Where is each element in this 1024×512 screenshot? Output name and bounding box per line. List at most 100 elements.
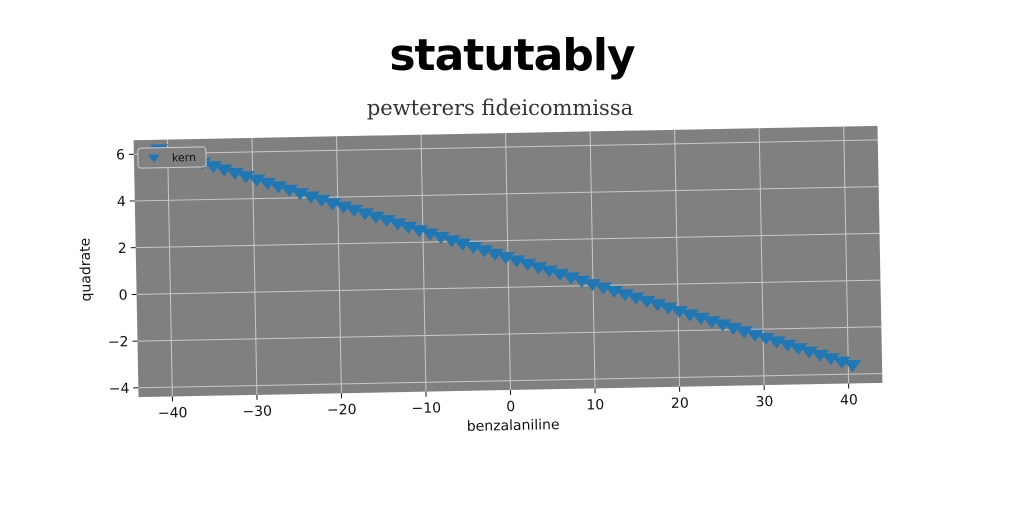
data-point bbox=[735, 326, 754, 339]
data-point bbox=[518, 258, 537, 271]
data-point bbox=[637, 295, 656, 308]
data-point bbox=[615, 289, 634, 302]
legend-box bbox=[137, 146, 207, 169]
data-point bbox=[453, 238, 472, 251]
y-grid-line bbox=[134, 186, 879, 202]
data-point bbox=[355, 208, 374, 221]
data-point bbox=[756, 332, 775, 346]
x-tick-label: −40 bbox=[158, 405, 188, 422]
x-grid-line bbox=[589, 131, 596, 389]
data-point bbox=[247, 174, 266, 187]
x-tick-label: 10 bbox=[586, 397, 604, 413]
data-point bbox=[410, 225, 429, 238]
data-point bbox=[388, 218, 407, 231]
y-tick-label: −4 bbox=[109, 381, 130, 397]
data-point bbox=[280, 184, 299, 197]
y-tick-label: 4 bbox=[117, 194, 126, 210]
data-point bbox=[789, 343, 808, 356]
data-point bbox=[561, 272, 580, 285]
data-point bbox=[767, 336, 786, 349]
x-axis-ticks: −40 −30 −20 −10 0 10 20 30 40 bbox=[158, 383, 858, 422]
data-point bbox=[702, 316, 721, 329]
x-grid-line bbox=[674, 129, 681, 387]
x-tick-label: 20 bbox=[671, 396, 689, 412]
data-point bbox=[659, 302, 678, 315]
data-point bbox=[724, 322, 743, 335]
data-point bbox=[496, 252, 515, 265]
y-tick-label: 6 bbox=[116, 147, 125, 163]
data-point bbox=[800, 346, 819, 359]
data-point bbox=[215, 164, 234, 177]
y-grid-line bbox=[137, 326, 882, 342]
data-point bbox=[832, 356, 851, 369]
chart-subtitle: pewterers fideicommissa bbox=[366, 96, 634, 120]
x-grid-line bbox=[843, 126, 850, 384]
data-point bbox=[475, 245, 494, 258]
data-point bbox=[225, 167, 244, 180]
grid-lines bbox=[133, 126, 883, 397]
data-point bbox=[236, 171, 255, 184]
y-grid-line bbox=[138, 373, 883, 389]
data-point bbox=[843, 359, 862, 373]
y-axis-ticks: −4 −2 0 2 4 6 bbox=[108, 147, 139, 397]
data-point bbox=[269, 181, 288, 194]
data-point bbox=[670, 305, 689, 319]
chart-title: statutably bbox=[389, 30, 635, 81]
y-tick-label: 0 bbox=[119, 288, 128, 304]
data-point bbox=[745, 329, 764, 342]
x-grid-line bbox=[758, 128, 765, 386]
data-point bbox=[572, 275, 591, 288]
data-point bbox=[464, 241, 483, 255]
x-grid-line bbox=[166, 139, 173, 397]
y-axis-label: quadrate bbox=[77, 238, 94, 302]
x-grid-line bbox=[420, 134, 427, 392]
data-point bbox=[485, 248, 504, 261]
data-point bbox=[648, 299, 667, 312]
x-tick-label: −30 bbox=[242, 404, 272, 421]
legend-marker-triangle-down-icon bbox=[147, 154, 160, 163]
data-point bbox=[301, 191, 320, 204]
y-grid-line bbox=[135, 232, 880, 249]
data-point bbox=[420, 228, 439, 241]
data-point bbox=[821, 353, 840, 366]
data-point bbox=[399, 221, 418, 234]
data-point bbox=[442, 235, 461, 248]
data-point bbox=[345, 204, 364, 217]
data-point bbox=[507, 255, 526, 268]
data-point bbox=[540, 265, 559, 278]
data-point bbox=[810, 349, 829, 362]
data-point bbox=[680, 309, 699, 322]
data-point bbox=[594, 282, 613, 295]
x-tick-label: 0 bbox=[506, 399, 515, 415]
data-point bbox=[626, 292, 645, 305]
x-tick-label: −20 bbox=[327, 402, 357, 419]
data-point bbox=[529, 262, 548, 275]
y-tick-label: −2 bbox=[108, 334, 129, 350]
data-point bbox=[323, 198, 342, 211]
data-point bbox=[583, 278, 602, 292]
y-tick-label: 2 bbox=[118, 241, 127, 257]
data-point bbox=[312, 194, 331, 207]
x-grid-line bbox=[336, 136, 342, 394]
data-point bbox=[334, 201, 353, 214]
data-point bbox=[377, 214, 396, 228]
x-grid-line bbox=[505, 133, 511, 391]
data-point bbox=[204, 161, 223, 174]
data-point bbox=[431, 231, 450, 244]
data-point bbox=[691, 312, 710, 325]
data-point bbox=[713, 319, 732, 332]
data-point bbox=[290, 187, 309, 201]
x-tick-label: 40 bbox=[840, 392, 858, 408]
legend-label: kern bbox=[172, 151, 196, 164]
data-point bbox=[258, 177, 277, 191]
legend: kern bbox=[137, 146, 207, 169]
x-tick-label: 30 bbox=[755, 394, 773, 410]
x-axis-label: benzalaniline bbox=[467, 417, 560, 435]
y-grid-line bbox=[136, 279, 881, 295]
data-point bbox=[550, 268, 569, 282]
data-point bbox=[605, 285, 624, 298]
data-point bbox=[366, 211, 385, 224]
